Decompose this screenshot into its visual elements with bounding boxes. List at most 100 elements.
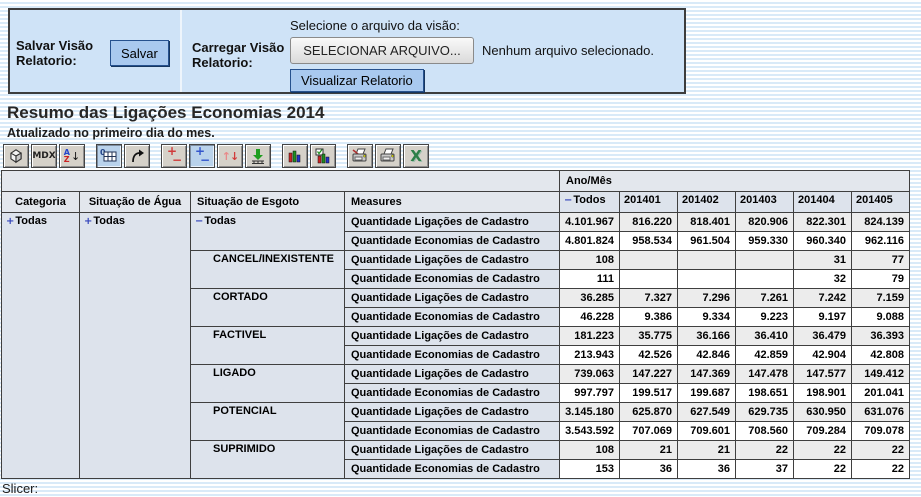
data-cell: 9.223 [735, 307, 794, 327]
expand-member-icon[interactable]: + [84, 216, 93, 227]
data-cell [735, 250, 794, 270]
data-cell: 9.386 [619, 307, 678, 327]
data-cell: 816.220 [619, 212, 678, 232]
drill-through-icon [252, 148, 264, 164]
esgoto-member-cell: −Todas [190, 212, 345, 251]
data-cell [677, 250, 736, 270]
data-cell: 46.228 [559, 307, 620, 327]
data-cell: 629.735 [735, 402, 794, 422]
esgoto-member-cell: POTENCIAL [190, 402, 345, 441]
load-view-section: Carregar Visão Relatorio: Selecione o ar… [182, 10, 684, 92]
data-cell: 960.340 [793, 231, 852, 251]
page-subtitle: Atualizado no primeiro dia do mes. [7, 126, 215, 140]
data-cell: 213.943 [559, 345, 620, 365]
data-cell: 153 [559, 459, 620, 479]
data-cell: 625.870 [619, 402, 678, 422]
data-cell: 42.904 [793, 345, 852, 365]
data-cell: 22 [851, 459, 910, 479]
data-cell: 958.534 [619, 231, 678, 251]
data-cell: 627.549 [677, 402, 736, 422]
swap-axes-button[interactable] [124, 144, 150, 168]
esgoto-member-cell: CORTADO [190, 288, 345, 327]
data-cell: 36 [619, 459, 678, 479]
data-cell: 824.139 [851, 212, 910, 232]
save-button[interactable]: Salvar [110, 40, 169, 66]
data-cell: 147.478 [735, 364, 794, 384]
measure-label-cell: Quantidade Ligações de Cadastro [344, 250, 560, 270]
drill-replace-button[interactable]: ↑↓ [217, 144, 243, 168]
data-cell: 36.285 [559, 288, 620, 308]
measure-label-cell: Quantidade Ligações de Cadastro [344, 440, 560, 460]
drill-through-button[interactable] [245, 144, 271, 168]
drill-position-button[interactable]: + − [189, 144, 215, 168]
print-config-button[interactable] [347, 144, 373, 168]
data-cell: 739.063 [559, 364, 620, 384]
data-cell: 42.526 [619, 345, 678, 365]
esgoto-member-cell: FACTIVEL [190, 326, 345, 365]
print-button[interactable] [375, 144, 401, 168]
drill-position-icon: + − [195, 144, 210, 167]
chart-config-icon [315, 148, 329, 164]
data-cell: 149.412 [851, 364, 910, 384]
data-cell: 111 [559, 269, 620, 289]
collapse-member-icon[interactable]: − [195, 216, 204, 227]
data-cell: 709.601 [677, 421, 736, 441]
data-cell: 147.227 [619, 364, 678, 384]
printer-icon [380, 148, 395, 162]
chart-config-button[interactable] [310, 144, 336, 168]
column-member-month: 201402 [677, 191, 736, 213]
data-cell [735, 269, 794, 289]
up-down-arrows-icon: ↑↓ [221, 149, 239, 163]
mdx-editor-button[interactable]: MDX [31, 144, 57, 168]
bar-chart-icon [288, 150, 301, 163]
view-report-button[interactable]: Visualizar Relatorio [290, 69, 424, 92]
data-cell: 959.330 [735, 231, 794, 251]
slicer-label: Slicer: [2, 481, 39, 496]
show-parent-members-button[interactable]: 0 [96, 144, 122, 168]
data-cell: 21 [677, 440, 736, 460]
measure-label-cell: Quantidade Economias de Cadastro [344, 307, 560, 327]
esgoto-member-cell: LIGADO [190, 364, 345, 403]
data-cell: 7.242 [793, 288, 852, 308]
report-view-panel: Salvar Visão Relatorio: Salvar Carregar … [8, 8, 686, 94]
data-cell: 21 [619, 440, 678, 460]
row-axis-header-3: Situação de Esgoto [190, 191, 345, 213]
export-excel-button[interactable]: X [403, 144, 429, 168]
data-cell: 7.296 [677, 288, 736, 308]
measure-label-cell: Quantidade Ligações de Cadastro [344, 402, 560, 422]
drill-member-button[interactable]: + − [161, 144, 187, 168]
olap-navigator-button[interactable] [3, 144, 29, 168]
data-cell: 4.101.967 [559, 212, 620, 232]
column-axis-label: Ano/Mês [559, 170, 910, 192]
collapse-member-icon[interactable]: − [564, 195, 573, 206]
measure-label-cell: Quantidade Economias de Cadastro [344, 231, 560, 251]
data-cell [619, 250, 678, 270]
data-cell: 42.859 [735, 345, 794, 365]
cube-icon [10, 149, 22, 164]
data-cell: 822.301 [793, 212, 852, 232]
data-cell: 36.410 [735, 326, 794, 346]
show-chart-button[interactable] [282, 144, 308, 168]
measure-label-cell: Quantidade Ligações de Cadastro [344, 364, 560, 384]
measure-label-cell: Quantidade Ligações de Cadastro [344, 288, 560, 308]
page-title: Resumo das Ligações Economias 2014 [7, 103, 325, 122]
data-cell: 997.797 [559, 383, 620, 403]
data-cell: 7.261 [735, 288, 794, 308]
measure-label-cell: Quantidade Economias de Cadastro [344, 345, 560, 365]
data-cell: 35.775 [619, 326, 678, 346]
excel-icon: X [410, 147, 422, 165]
data-cell: 22 [851, 440, 910, 460]
measure-label-cell: Quantidade Ligações de Cadastro [344, 212, 560, 232]
data-cell: 630.950 [793, 402, 852, 422]
row-axis-header-2: Situação de Água [79, 191, 191, 213]
expand-member-icon[interactable]: + [6, 216, 15, 227]
swap-axes-icon [132, 149, 144, 163]
select-file-button[interactable]: SELECIONAR ARQUIVO... [290, 37, 474, 64]
save-view-label: Salvar Visão Relatorio: [16, 38, 94, 68]
data-cell: 36.393 [851, 326, 910, 346]
data-cell: 3.145.180 [559, 402, 620, 422]
drill-member-icon: + − [167, 144, 182, 167]
data-cell: 201.041 [851, 383, 910, 403]
